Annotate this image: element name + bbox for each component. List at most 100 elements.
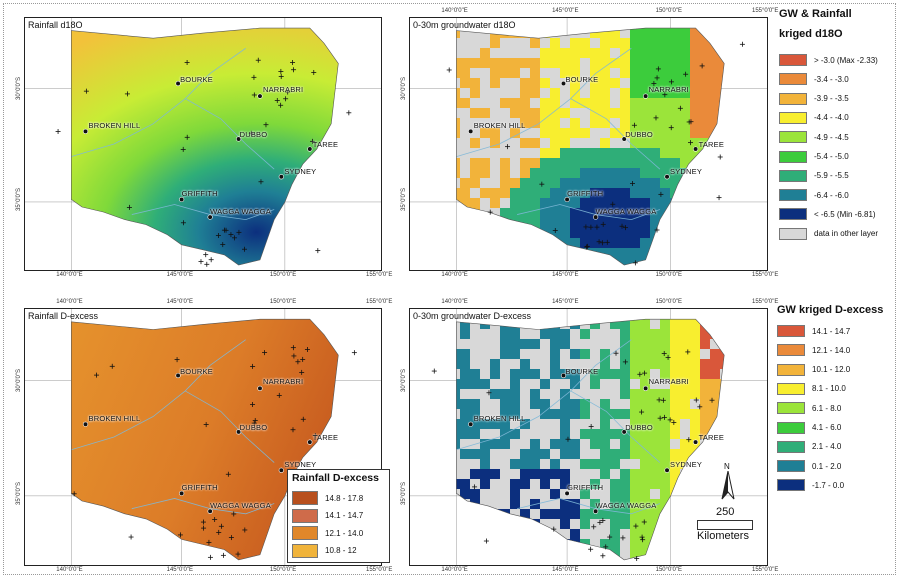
legend-label: 2.1 - 4.0 [812, 442, 842, 452]
legend-swatch [777, 421, 805, 434]
sample-sites [431, 349, 715, 562]
city-marker-dubbo [236, 136, 242, 142]
legend-item: data in other layer [779, 227, 879, 240]
legend-swatch [292, 526, 318, 540]
tick-label-lon: 145°0'0"E [166, 272, 193, 278]
panel-title: 0-30m groundwater d18O [413, 20, 516, 30]
legend-item: -1.7 - 0.0 [777, 479, 845, 492]
legend-label: 12.1 - 14.0 [812, 345, 851, 355]
map-panel-gw-d18o: 0-30m groundwater d18O BOURKE NARRABRI BROK… [409, 17, 768, 271]
legend-label: < -6.5 (Min -6.81) [814, 209, 876, 219]
tick-label-lon: 145°0'0"E [552, 299, 579, 305]
legend-label: 14.8 - 17.8 [325, 493, 364, 503]
city-label: WAGGA WAGGA [210, 501, 271, 511]
legend-dexcess-title: GW kriged D-excess [777, 304, 884, 316]
legend-swatch [779, 73, 807, 86]
city-marker-narrabri [257, 93, 263, 99]
legend-rainfall-dexcess-title: Rainfall D-excess [292, 472, 379, 484]
city-label: GRIFFITH [181, 189, 218, 199]
tick-label-lon: 145°0'0"E [166, 299, 193, 305]
legend-item: 2.1 - 4.0 [777, 440, 842, 453]
city-marker-narrabri [643, 93, 649, 99]
city-label: BOURKE [565, 366, 599, 376]
city-label: BROKEN HILL [88, 414, 141, 424]
city-marker-taree [693, 439, 699, 445]
sample-sites [446, 41, 745, 266]
tick-label-lon: 155°0'0"E [752, 272, 779, 278]
city-label: TAREE [312, 433, 339, 443]
city-label: DUBBO [625, 422, 653, 432]
legend-d18o-title-1: GW & Rainfall [779, 8, 852, 20]
city-marker-narrabri [257, 385, 263, 391]
city-marker-bourke [560, 372, 567, 379]
city-label: WAGGA WAGGA [595, 207, 657, 217]
city-marker-bourke [175, 80, 181, 87]
legend-item: 14.8 - 17.8 [292, 491, 363, 505]
legend-swatch [292, 543, 318, 558]
tick-label-lon: 150°0'0"E [655, 272, 682, 278]
legend-label: 6.1 - 8.0 [812, 403, 842, 413]
tick-label-lon: 150°0'0"E [269, 272, 297, 278]
city-marker-griffith [179, 490, 185, 496]
city-label: BROKEN HILL [473, 414, 526, 424]
city-marker-dubbo [621, 136, 627, 142]
legend-label: 4.1 - 6.0 [812, 423, 842, 432]
legend-label: -1.7 - 0.0 [812, 480, 845, 490]
city-label: WAGGA WAGGA [595, 501, 657, 511]
city-label: BOURKE [180, 74, 213, 84]
city-marker-bourke [560, 80, 567, 87]
legend-swatch [777, 363, 805, 376]
city-marker-dubbo [236, 429, 242, 435]
legend-swatch [777, 440, 805, 453]
tick-label-lon: 150°0'0"E [269, 299, 297, 305]
city-label: DUBBO [239, 422, 268, 432]
city-label: GRIFFITH [567, 483, 604, 493]
tick-label-lon: 140°0'0"E [56, 299, 83, 305]
legend-label: 14.1 - 14.7 [812, 326, 851, 336]
city-label: NARRABRI [262, 377, 304, 387]
tick-label-lon: 155°0'0"E [752, 8, 779, 14]
legend-label: 8.1 - 10.0 [812, 384, 846, 394]
legend-item: 8.1 - 10.0 [777, 382, 846, 395]
tick-label-lat: 35°0'0"S [401, 188, 407, 212]
city-marker-sydney [664, 174, 670, 180]
legend-label: 0.1 - 2.0 [812, 461, 842, 471]
legend-item: -5.4 - -5.0 [779, 150, 849, 163]
city-marker-wagga-wagga [593, 508, 599, 514]
legend-swatch [779, 189, 807, 202]
legend-item: 0.1 - 2.0 [777, 460, 842, 473]
legend-swatch [779, 131, 807, 144]
legend-label: data in other layer [814, 229, 879, 239]
legend-swatch [779, 54, 807, 66]
tick-label-lon: 155°0'0"E [366, 272, 393, 278]
tick-label-lon: 145°0'0"E [552, 272, 579, 278]
city-marker-dubbo [621, 429, 627, 435]
north-arrow: N [718, 462, 738, 502]
tick-label-lon: 140°0'0"E [441, 299, 468, 305]
tick-label-lon: 145°0'0"E [552, 8, 579, 14]
city-label: DUBBO [625, 129, 653, 139]
scale-value: 250 [716, 506, 735, 518]
legend-swatch [779, 227, 807, 240]
legend-item: 6.1 - 8.0 [777, 402, 842, 415]
legend-swatch [779, 208, 807, 221]
city-label: WAGGA WAGGA [210, 207, 271, 217]
legend-swatch [777, 382, 805, 395]
legend-swatch [779, 169, 807, 182]
legend-swatch [777, 479, 805, 492]
legend-item: -6.4 - -6.0 [779, 189, 849, 202]
city-marker-wagga-wagga [207, 508, 213, 514]
scale-bar [697, 520, 753, 530]
city-marker-wagga-wagga [207, 214, 213, 220]
map-panel-gw-dex: 0-30m groundwater D-excess BOURKE NARRABRI… [409, 308, 768, 566]
city-label: SYDNEY [284, 166, 317, 176]
tick-label-lat: 35°0'0"S [401, 482, 407, 506]
legend-item: 12.1 - 14.0 [777, 344, 851, 357]
legend-label: 10.8 - 12 [325, 546, 357, 555]
legend-item: -5.9 - -5.5 [779, 169, 849, 182]
legend-swatch [779, 111, 807, 124]
north-arrow-icon [721, 471, 735, 500]
city-marker-griffith [564, 490, 570, 496]
city-marker-broken-hill [468, 128, 474, 134]
city-label: SYDNEY [670, 166, 703, 176]
